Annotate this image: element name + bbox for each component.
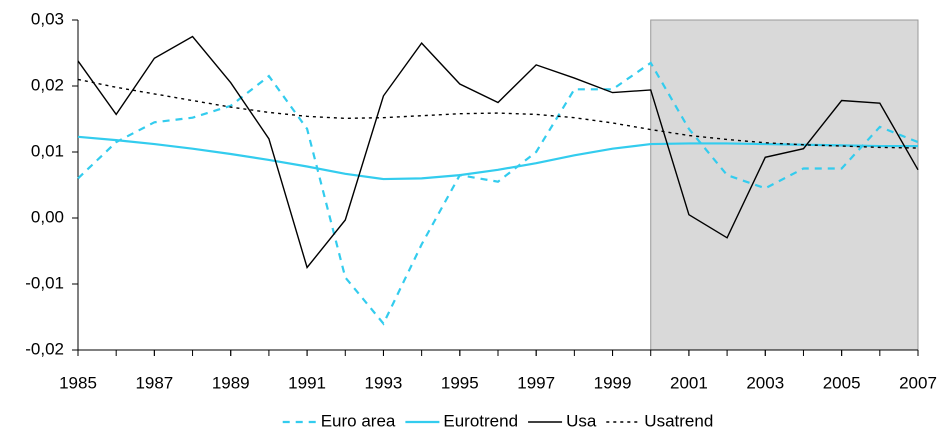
series-line	[77, 78, 919, 149]
x-tick-label: 1997	[517, 373, 555, 392]
series-line	[77, 61, 919, 326]
y-tick-label: 0,00	[31, 207, 64, 226]
legend-label: Usa	[566, 411, 597, 430]
y-tick-label: 0,03	[31, 9, 64, 28]
series-line	[77, 135, 918, 181]
x-tick-label: 1999	[594, 373, 632, 392]
x-tick-label: 2007	[899, 373, 937, 392]
y-tick-label: -0,01	[25, 273, 64, 292]
x-tick-label: 1991	[288, 373, 326, 392]
y-tick-label: -0,02	[25, 339, 64, 358]
legend: Euro area Eurotrend Usa Usatrend	[282, 411, 713, 430]
legend-label: Euro area	[321, 411, 396, 430]
y-tick-label: 0,02	[31, 75, 64, 94]
y-tick-label: 0,01	[31, 141, 64, 160]
shaded-region	[650, 19, 919, 351]
x-tick-label: 2001	[670, 373, 708, 392]
x-tick-label: 1995	[441, 373, 479, 392]
series-line	[77, 35, 919, 269]
x-tick-label: 1993	[365, 373, 403, 392]
x-tick-label: 1987	[135, 373, 173, 392]
x-tick-label: 2003	[746, 373, 784, 392]
x-tick-label: 2005	[823, 373, 861, 392]
legend-label: Usatrend	[644, 411, 713, 430]
x-tick-label: 1985	[59, 373, 97, 392]
x-tick-label: 1989	[212, 373, 250, 392]
legend-label: Eurotrend	[443, 411, 518, 430]
